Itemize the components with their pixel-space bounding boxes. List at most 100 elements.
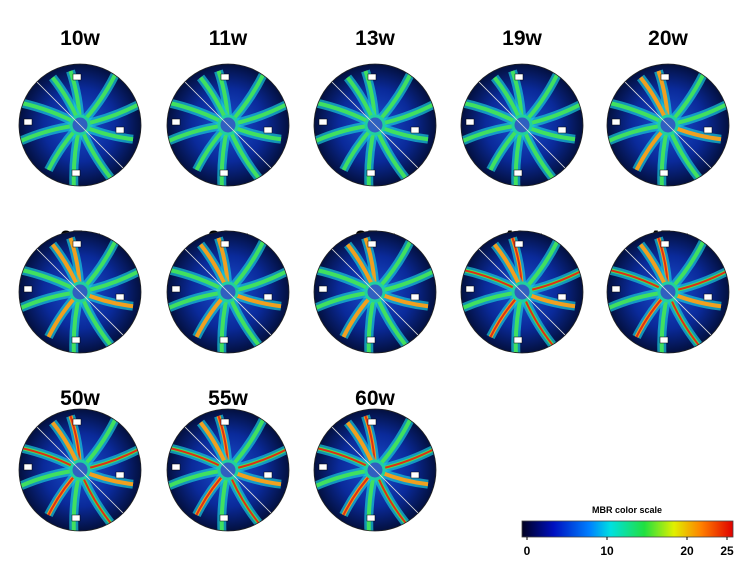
marker-box <box>71 169 81 177</box>
fundus-image <box>314 64 436 186</box>
fundus-image <box>167 64 289 186</box>
marker-box <box>367 418 377 426</box>
color-scale: MBR color scale 0 10 20 25 <box>521 505 734 558</box>
marker-box <box>23 463 33 471</box>
marker-box <box>72 73 82 81</box>
marker-box <box>220 240 230 248</box>
scan-line <box>461 64 583 186</box>
panel-label: 50w <box>60 387 100 410</box>
scan-line <box>314 64 436 186</box>
marker-box <box>410 471 420 479</box>
fundus-image <box>19 409 141 531</box>
marker-box <box>366 169 376 177</box>
panels: 10w11w13w19w20w25w30w35w40w45w50w55w60w <box>18 27 730 532</box>
scan-line <box>19 231 141 353</box>
fundus-image <box>167 409 289 531</box>
fundus-image <box>167 231 289 353</box>
scan-line <box>167 409 289 531</box>
scan-line <box>314 231 436 353</box>
marker-box <box>659 336 669 344</box>
marker-box <box>659 169 669 177</box>
marker-box <box>171 285 181 293</box>
marker-box <box>557 293 567 301</box>
marker-box <box>219 514 229 522</box>
marker-box <box>410 126 420 134</box>
panel-label: 10w <box>60 27 100 50</box>
image-border <box>460 230 584 354</box>
marker-box <box>171 463 181 471</box>
marker-box <box>219 169 229 177</box>
fundus-image <box>314 409 436 531</box>
tick-label: 10 <box>600 544 614 558</box>
marker-box <box>220 73 230 81</box>
tick-label: 25 <box>720 544 734 558</box>
marker-box <box>23 285 33 293</box>
scan-line <box>167 231 289 353</box>
image-border <box>166 63 290 187</box>
marker-box <box>611 285 621 293</box>
color-scale-title: MBR color scale <box>592 505 662 515</box>
marker-box <box>220 418 230 426</box>
scan-line <box>19 64 141 186</box>
panel-label: 11w <box>209 27 248 50</box>
panel-label: 55w <box>208 387 248 410</box>
scan-line <box>461 231 583 353</box>
marker-box <box>263 471 273 479</box>
marker-box <box>72 418 82 426</box>
panel-label: 20w <box>648 27 688 50</box>
marker-box <box>318 463 328 471</box>
marker-box <box>263 126 273 134</box>
marker-box <box>219 336 229 344</box>
scan-line <box>167 64 289 186</box>
panel-label: 13w <box>355 27 395 50</box>
image-border <box>166 408 290 532</box>
marker-box <box>318 118 328 126</box>
image-border <box>606 230 730 354</box>
image-border <box>313 408 437 532</box>
marker-box <box>263 293 273 301</box>
marker-box <box>410 293 420 301</box>
marker-box <box>366 336 376 344</box>
marker-box <box>366 514 376 522</box>
image-border <box>166 230 290 354</box>
fundus-image <box>607 231 729 353</box>
scan-line <box>607 64 729 186</box>
color-bar <box>521 520 734 538</box>
image-border <box>18 408 142 532</box>
marker-box <box>660 73 670 81</box>
panel-label: 19w <box>502 27 542 50</box>
image-border <box>313 63 437 187</box>
marker-box <box>171 118 181 126</box>
marker-box <box>367 240 377 248</box>
marker-box <box>465 285 475 293</box>
tick-label: 20 <box>680 544 694 558</box>
scan-line <box>19 409 141 531</box>
marker-box <box>513 169 523 177</box>
marker-box <box>513 336 523 344</box>
scan-line <box>607 231 729 353</box>
tick-label: 0 <box>524 544 531 558</box>
image-border <box>460 63 584 187</box>
image-border <box>606 63 730 187</box>
marker-box <box>115 126 125 134</box>
marker-box <box>71 336 81 344</box>
marker-box <box>72 240 82 248</box>
marker-box <box>514 73 524 81</box>
marker-box <box>703 293 713 301</box>
marker-box <box>318 285 328 293</box>
marker-box <box>115 293 125 301</box>
image-border <box>18 230 142 354</box>
fundus-image <box>461 231 583 353</box>
marker-box <box>367 73 377 81</box>
marker-box <box>23 118 33 126</box>
marker-box <box>115 471 125 479</box>
marker-box <box>660 240 670 248</box>
marker-box <box>703 126 713 134</box>
image-border <box>313 230 437 354</box>
marker-box <box>557 126 567 134</box>
marker-box <box>71 514 81 522</box>
panel-label: 60w <box>355 387 395 410</box>
marker-box <box>514 240 524 248</box>
scan-line <box>314 409 436 531</box>
